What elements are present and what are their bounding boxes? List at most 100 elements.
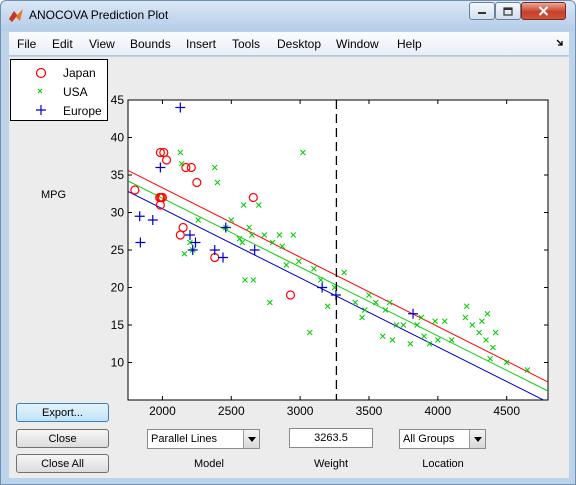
usa-point-13 <box>242 277 248 283</box>
location-select[interactable]: All Groups <box>399 429 486 449</box>
plot-content <box>128 100 548 400</box>
menu-view[interactable]: View <box>89 37 115 51</box>
export-button[interactable]: Export... <box>16 403 109 422</box>
japan-point-1 <box>155 147 165 158</box>
japan-point-9 <box>178 222 188 233</box>
location-dropdown-arrow[interactable] <box>469 430 485 448</box>
usa-point-60 <box>487 355 494 362</box>
europe-point-9 <box>218 252 229 263</box>
usa-point-32 <box>341 269 348 276</box>
usa-point-36 <box>366 292 372 298</box>
usa-point-18 <box>261 232 268 238</box>
usa-point-5 <box>195 217 202 223</box>
close-button[interactable]: Close <box>16 429 109 448</box>
usa-point-21 <box>276 232 283 238</box>
europe-point-1 <box>135 237 146 248</box>
legend-label-europe: Europe <box>63 104 102 118</box>
menu-insert[interactable]: Insert <box>186 37 217 51</box>
model-select-value: Parallel Lines <box>151 433 218 445</box>
usa-point-49 <box>432 318 438 325</box>
usa-point-20 <box>269 239 276 246</box>
usa-point-43 <box>400 322 407 328</box>
legend-europe-plus-marker <box>36 105 46 115</box>
x-tick-label-3: 3500 <box>356 404 383 418</box>
usa-point-33 <box>352 299 359 306</box>
japan-point-12 <box>192 177 202 188</box>
menu-bounds[interactable]: Bounds <box>130 37 171 51</box>
x-tick-label-5: 4500 <box>493 404 520 418</box>
menu-edit[interactable]: Edit <box>52 37 73 51</box>
legend-japan-circle-marker <box>35 67 47 79</box>
weight-input[interactable]: 3263.5 <box>289 428 373 448</box>
prediction-plot[interactable]: 2000 2500 3000 3500 4000 4500 10 15 20 25 30 35 40 45 <box>9 57 569 478</box>
usa-point-2 <box>181 250 188 257</box>
maximize-icon <box>503 6 513 16</box>
maximize-button[interactable] <box>495 2 521 20</box>
usa-point-29 <box>317 277 324 283</box>
usa-point-27 <box>306 329 313 336</box>
close-window-button[interactable] <box>521 2 566 20</box>
menu-help[interactable]: Help <box>397 37 422 51</box>
europe-point-3 <box>155 162 166 173</box>
menu-bar: File Edit View Bounds Insert Tools Deskt… <box>9 32 569 56</box>
menu-tools[interactable]: Tools <box>232 37 261 51</box>
close-icon <box>538 6 549 16</box>
menu-desktop[interactable]: Desktop <box>277 37 322 51</box>
location-select-value: All Groups <box>403 433 455 445</box>
y-tick-label-1: 15 <box>111 318 125 332</box>
usa-point-44 <box>407 340 414 347</box>
x-tick-label-1: 2500 <box>218 404 245 418</box>
usa-point-24 <box>290 232 297 238</box>
usa-point-57 <box>479 318 485 325</box>
dropdown-arrow-icon <box>473 436 482 442</box>
y-tick-label-2: 20 <box>111 281 125 295</box>
figure-client-area: 2000 2500 3000 3500 4000 4500 10 15 20 25 30 35 40 45… <box>9 57 569 478</box>
usa-point-47 <box>421 333 427 340</box>
japan-point-11 <box>186 162 196 173</box>
usa-point-59 <box>484 310 491 317</box>
usa-point-38 <box>379 333 386 340</box>
usa-point-25 <box>295 258 302 265</box>
model-select[interactable]: Parallel Lines <box>147 429 260 449</box>
usa-point-34 <box>359 314 365 321</box>
usa-point-0 <box>177 149 184 156</box>
usa-point-56 <box>476 329 483 336</box>
fit-line-japan <box>128 170 548 383</box>
japan-point-3 <box>161 155 172 165</box>
legend[interactable]: Japan USA Europe <box>10 59 108 121</box>
legend-label-japan: Japan <box>63 66 96 80</box>
usa-point-3 <box>187 239 193 246</box>
usa-point-30 <box>324 303 331 310</box>
usa-point-23 <box>283 262 290 268</box>
matlab-icon <box>9 9 23 22</box>
usa-point-17 <box>255 202 262 208</box>
usa-point-22 <box>279 243 286 250</box>
usa-point-41 <box>389 337 396 343</box>
model-label: Model <box>194 458 224 470</box>
model-dropdown-arrow[interactable] <box>243 430 259 448</box>
minimize-button[interactable] <box>469 2 495 20</box>
usa-point-37 <box>373 299 379 306</box>
x-tick-label-4: 4000 <box>424 404 451 418</box>
usa-point-16 <box>250 277 257 283</box>
europe-point-14 <box>408 308 419 319</box>
dock-arrow-icon[interactable] <box>555 38 565 48</box>
window-title: ANOCOVA Prediction Plot <box>29 8 169 22</box>
usa-point-53 <box>462 314 469 321</box>
japan-point-0 <box>130 185 140 195</box>
usa-point-48 <box>426 340 433 347</box>
title-bar[interactable]: ANOCOVA Prediction Plot <box>1 1 575 31</box>
plot-area <box>127 99 549 401</box>
usa-point-12 <box>240 202 247 208</box>
menu-file[interactable]: File <box>17 37 37 51</box>
y-tick-label-7: 45 <box>111 93 125 107</box>
menu-window[interactable]: Window <box>336 37 379 51</box>
usa-point-19 <box>266 299 273 306</box>
usa-point-26 <box>300 149 306 156</box>
legend-label-usa: USA <box>63 85 88 99</box>
europe-point-8 <box>209 245 220 255</box>
usa-point-11 <box>239 239 246 246</box>
usa-point-10 <box>236 235 243 242</box>
close-all-button[interactable]: Close All <box>16 454 109 473</box>
